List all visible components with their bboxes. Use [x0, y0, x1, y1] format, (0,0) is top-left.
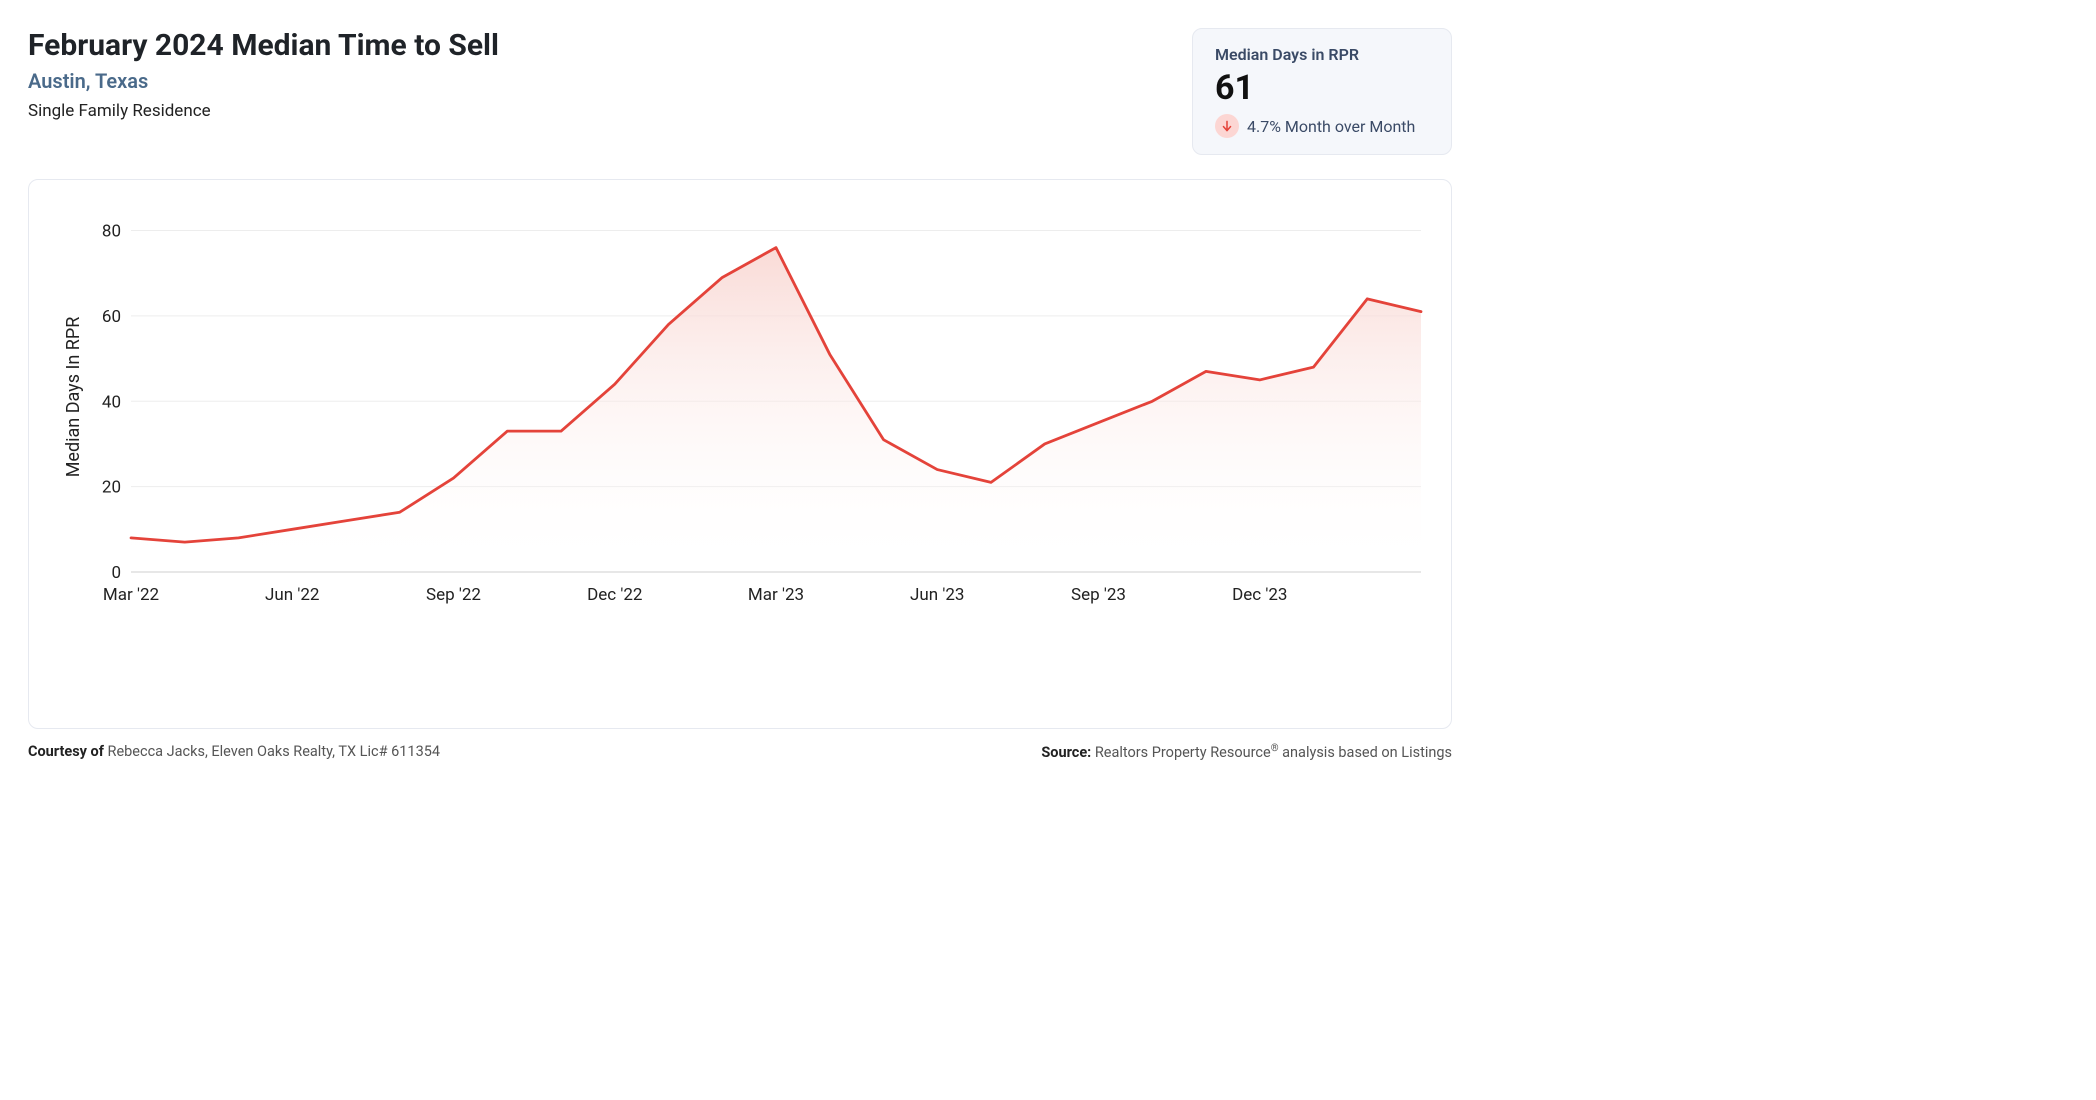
svg-text:Jun '23: Jun '23 [910, 585, 964, 605]
svg-text:0: 0 [111, 563, 121, 583]
time-to-sell-area-chart: 0 20 40 60 80 Mar '22 Jun '22 Sep '22 Dec '22 Mar… [39, 192, 1439, 712]
source-value-post: analysis based on Listings [1279, 744, 1452, 761]
svg-text:Mar '22: Mar '22 [103, 585, 159, 605]
registered-mark-icon: ® [1271, 743, 1279, 754]
svg-text:60: 60 [102, 307, 121, 327]
down-arrow-icon [1215, 114, 1239, 138]
courtesy-label: Courtesy of [28, 743, 104, 760]
stat-label: Median Days in RPR [1215, 45, 1429, 64]
svg-text:20: 20 [102, 478, 121, 498]
courtesy-text: Courtesy of Rebecca Jacks, Eleven Oaks R… [28, 743, 440, 761]
svg-text:Mar '23: Mar '23 [748, 585, 804, 605]
page-title: February 2024 Median Time to Sell [28, 28, 499, 63]
chart-container: 0 20 40 60 80 Mar '22 Jun '22 Sep '22 Dec '22 Mar… [28, 179, 1452, 729]
stat-delta-text: 4.7% Month over Month [1247, 117, 1415, 136]
page-root: February 2024 Median Time to Sell Austin… [0, 0, 1480, 781]
location-subtitle: Austin, Texas [28, 69, 499, 93]
svg-text:Sep '23: Sep '23 [1071, 585, 1126, 605]
svg-text:Jun '22: Jun '22 [265, 585, 319, 605]
svg-text:80: 80 [102, 222, 121, 242]
source-text: Source: Realtors Property Resource® anal… [1041, 743, 1452, 761]
source-label: Source: [1041, 744, 1091, 761]
svg-text:Dec '23: Dec '23 [1232, 585, 1287, 605]
stat-delta-row: 4.7% Month over Month [1215, 114, 1429, 138]
svg-text:Median Days In RPR: Median Days In RPR [63, 317, 84, 478]
svg-text:40: 40 [102, 392, 121, 412]
svg-text:Dec '22: Dec '22 [587, 585, 642, 605]
header-row: February 2024 Median Time to Sell Austin… [28, 28, 1452, 155]
title-block: February 2024 Median Time to Sell Austin… [28, 28, 499, 121]
stat-value: 61 [1215, 68, 1429, 108]
source-value-pre: Realtors Property Resource [1095, 744, 1271, 761]
property-type-text: Single Family Residence [28, 101, 499, 121]
svg-text:Sep '22: Sep '22 [426, 585, 481, 605]
footer-row: Courtesy of Rebecca Jacks, Eleven Oaks R… [28, 743, 1452, 761]
courtesy-value: Rebecca Jacks, Eleven Oaks Realty, TX Li… [108, 743, 441, 760]
stat-card: Median Days in RPR 61 4.7% Month over Mo… [1192, 28, 1452, 155]
